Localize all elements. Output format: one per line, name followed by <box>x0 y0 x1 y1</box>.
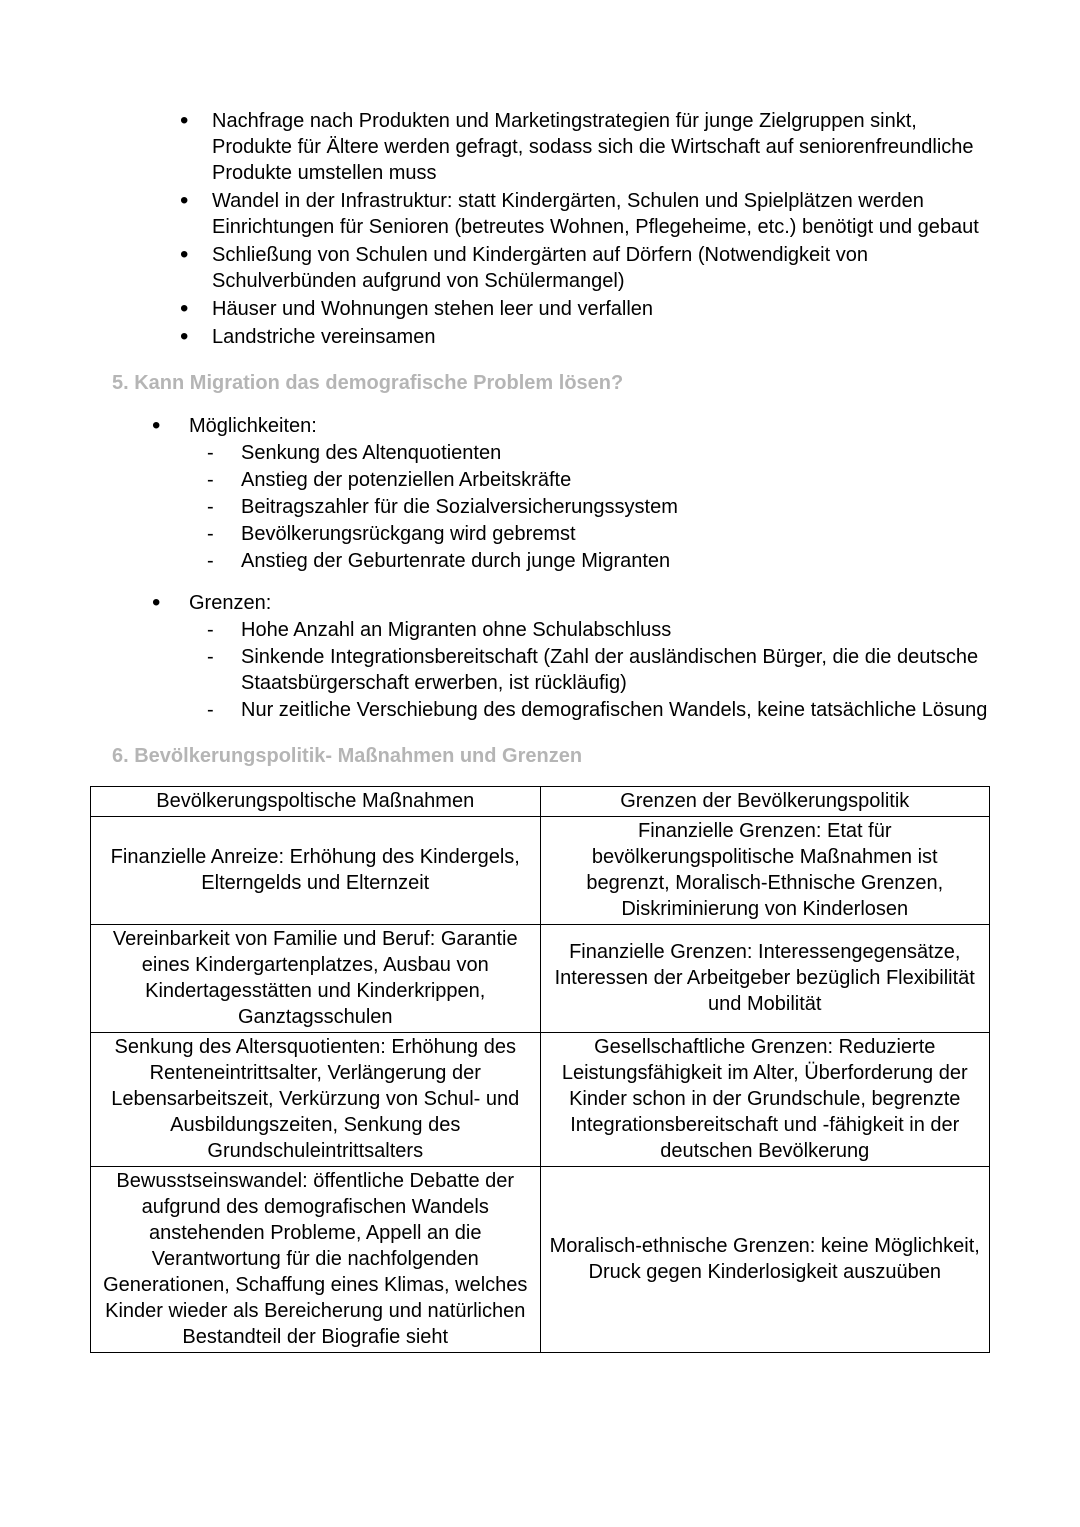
table-cell: Finanzielle Grenzen: Etat für bevölkerun… <box>540 817 990 925</box>
table-row: Vereinbarkeit von Familie und Beruf: Gar… <box>91 925 990 1033</box>
table-header-cell: Bevölkerungspoltische Maßnahmen <box>91 787 541 817</box>
table-cell: Finanzielle Grenzen: Interessengegensätz… <box>540 925 990 1033</box>
list-item: Häuser und Wohnungen stehen leer und ver… <box>180 296 990 322</box>
table-cell: Senkung des Altersquotienten: Erhöhung d… <box>91 1033 541 1167</box>
list-item: Senkung des Altenquotienten <box>207 440 990 466</box>
list-item: Nur zeitliche Verschiebung des demografi… <box>207 697 990 723</box>
table-row: Senkung des Altersquotienten: Erhöhung d… <box>91 1033 990 1167</box>
section-5-group-moeglichkeiten: Möglichkeiten: Senkung des Altenquotient… <box>90 413 990 574</box>
table-cell: Moralisch-ethnische Grenzen: keine Mögli… <box>540 1167 990 1353</box>
table-header-row: Bevölkerungspoltische Maßnahmen Grenzen … <box>91 787 990 817</box>
group-label: Möglichkeiten: <box>152 413 990 439</box>
group-label: Grenzen: <box>152 590 990 616</box>
list-item: Beitragszahler für die Sozialversicherun… <box>207 494 990 520</box>
table-cell: Bewusstseinswandel: öffentliche Debatte … <box>91 1167 541 1353</box>
section-5-group-grenzen: Grenzen: Hohe Anzahl an Migranten ohne S… <box>90 590 990 723</box>
list-item: Anstieg der potenziellen Arbeitskräfte <box>207 467 990 493</box>
list-item: Sinkende Integrationsbereitschaft (Zahl … <box>207 644 990 696</box>
table-row: Bewusstseinswandel: öffentliche Debatte … <box>91 1167 990 1353</box>
section-6-heading: 6. Bevölkerungspolitik- Maßnahmen und Gr… <box>112 745 990 768</box>
list-item: Wandel in der Infrastruktur: statt Kinde… <box>180 188 990 240</box>
table-row: Finanzielle Anreize: Erhöhung des Kinder… <box>91 817 990 925</box>
top-bullet-list: Nachfrage nach Produkten und Marketingst… <box>90 108 990 350</box>
list-item: Bevölkerungsrückgang wird gebremst <box>207 521 990 547</box>
table-cell: Gesellschaftliche Grenzen: Reduzierte Le… <box>540 1033 990 1167</box>
list-item: Landstriche vereinsamen <box>180 324 990 350</box>
table-header-cell: Grenzen der Bevölkerungspolitik <box>540 787 990 817</box>
section-5-heading: 5. Kann Migration das demografische Prob… <box>112 372 990 395</box>
list-item: Schließung von Schulen und Kindergärten … <box>180 242 990 294</box>
table-cell: Finanzielle Anreize: Erhöhung des Kinder… <box>91 817 541 925</box>
document-page: Nachfrage nach Produkten und Marketingst… <box>0 0 1080 1527</box>
list-item: Nachfrage nach Produkten und Marketingst… <box>180 108 990 186</box>
list-item: Anstieg der Geburtenrate durch junge Mig… <box>207 548 990 574</box>
table-cell: Vereinbarkeit von Familie und Beruf: Gar… <box>91 925 541 1033</box>
policy-table: Bevölkerungspoltische Maßnahmen Grenzen … <box>90 786 990 1353</box>
list-item: Hohe Anzahl an Migranten ohne Schulabsch… <box>207 617 990 643</box>
